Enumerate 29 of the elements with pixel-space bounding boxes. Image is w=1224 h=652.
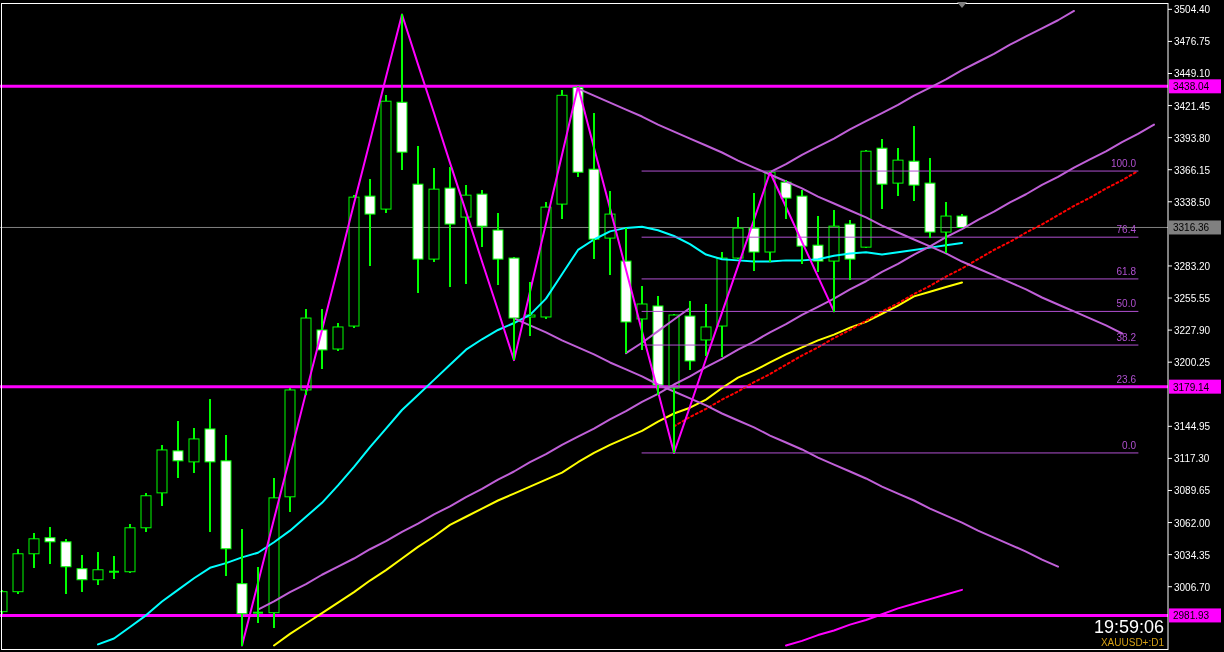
y-tick-label: 3421.45 xyxy=(1174,100,1211,112)
y-tick-label: 3006.70 xyxy=(1174,581,1211,593)
y-tick-label: 3117.30 xyxy=(1174,453,1210,465)
y-tick-label: 3366.15 xyxy=(1174,164,1211,176)
y-tick-label: 3062.00 xyxy=(1174,517,1211,529)
annotation: 19:59:06 xyxy=(1093,617,1164,637)
series-label: 100.0 xyxy=(1110,158,1137,170)
y-tick-label: 3504.40 xyxy=(1174,4,1211,16)
y-tick-label: 3393.80 xyxy=(1174,132,1211,144)
series-label: 0.0 xyxy=(1122,439,1137,451)
annotation: XAUUSD+:D1 xyxy=(1100,637,1165,648)
y-tick-label: 3200.25 xyxy=(1174,357,1211,369)
y-tick-label: 3449.10 xyxy=(1174,68,1211,80)
y-tick-label: 3089.65 xyxy=(1174,485,1211,497)
y-tick-label: 3227.90 xyxy=(1174,325,1211,337)
ref-line-label: 3438.04 xyxy=(1173,81,1210,93)
y-tick-label: 3144.95 xyxy=(1174,421,1211,433)
y-tick-label: 3034.35 xyxy=(1174,549,1211,561)
series-label: 50.0 xyxy=(1116,298,1137,310)
ref-line-label: 3179.14 xyxy=(1173,381,1210,393)
ref-line-label: 2981.93 xyxy=(1173,610,1210,622)
series-label: 38.2 xyxy=(1116,332,1137,344)
ref-line-label: 3316.36 xyxy=(1173,222,1210,234)
series-label: 23.6 xyxy=(1116,373,1137,385)
y-tick-label: 3255.55 xyxy=(1174,293,1211,305)
y-tick-label: 3283.20 xyxy=(1174,260,1211,272)
y-tick-label: 3338.50 xyxy=(1174,196,1211,208)
series-label: 61.8 xyxy=(1116,265,1137,277)
y-tick-label: 3476.75 xyxy=(1174,36,1211,48)
